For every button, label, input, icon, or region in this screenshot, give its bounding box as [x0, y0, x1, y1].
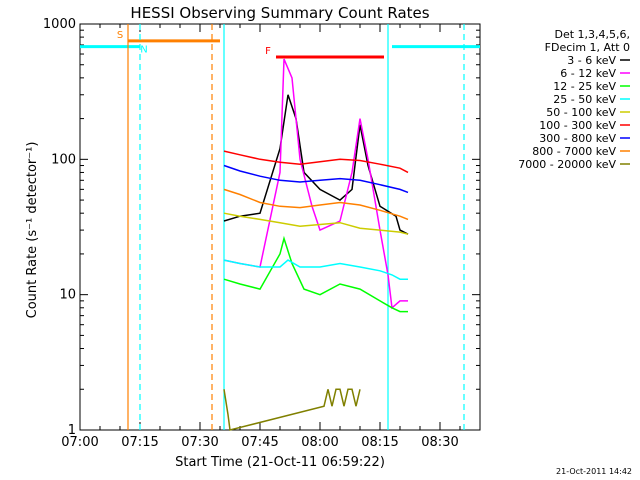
- series-line-1: [223, 94, 409, 235]
- legend-label: 50 - 100 keV: [546, 106, 616, 119]
- y-tick-label: 10: [59, 288, 76, 303]
- series-line-6: [223, 150, 409, 174]
- legend-label: 100 - 300 keV: [539, 119, 616, 132]
- x-tick-label: 07:00: [61, 435, 98, 450]
- timestamp: 21-Oct-2011 14:42: [556, 467, 632, 476]
- y-tick-label: 1000: [43, 17, 76, 32]
- series-line-4: [223, 259, 408, 280]
- legend-label: 12 - 25 keV: [553, 80, 616, 93]
- series-line-7: [223, 164, 409, 194]
- annotation-layer: S N F: [80, 24, 480, 430]
- series-line-5: [223, 212, 409, 235]
- legend-label: 7000 - 20000 keV: [518, 158, 616, 171]
- axis-ticks: 07:00 07:15 07:30 07:45 08:00 08:15 08:30 1 10 10…: [43, 17, 481, 450]
- legend-label: 6 - 12 keV: [560, 67, 616, 80]
- legend-label: 3 - 6 keV: [567, 54, 616, 67]
- legend-header-line: FDecim 1, Att 0: [545, 41, 630, 54]
- x-axis-label: Start Time (21-Oct-11 06:59:22): [175, 455, 385, 470]
- series-line-8: [223, 188, 409, 221]
- x-tick-label: 08:00: [301, 435, 338, 450]
- legend: Det 1,3,4,5,6,FDecim 1, Att 03 - 6 keV6 …: [518, 28, 630, 171]
- y-axis-label: Count Rate (s⁻¹ detector⁻¹): [25, 142, 40, 319]
- chart-title: HESSI Observing Summary Count Rates: [130, 4, 429, 22]
- x-tick-label: 08:30: [421, 435, 458, 450]
- legend-label: 800 - 7000 keV: [532, 145, 616, 158]
- legend-label: 25 - 50 keV: [553, 93, 616, 106]
- y-tick-label: 100: [51, 152, 76, 167]
- series-line-2: [223, 58, 408, 310]
- legend-header-line: Det 1,3,4,5,6,: [554, 28, 630, 41]
- x-tick-label: 07:15: [121, 435, 158, 450]
- series-line-3: [223, 235, 408, 313]
- annotation-label: S: [117, 30, 123, 41]
- annotation-label: N: [140, 45, 147, 56]
- annotation-label: F: [265, 46, 271, 57]
- x-tick-label: 07:45: [241, 435, 278, 450]
- legend-label: 300 - 800 keV: [539, 132, 616, 145]
- y-tick-label: 1: [68, 423, 76, 438]
- x-tick-label: 07:30: [181, 435, 218, 450]
- series-layer: [223, 58, 409, 431]
- series-line-9: [223, 388, 361, 431]
- x-tick-label: 08:15: [361, 435, 398, 450]
